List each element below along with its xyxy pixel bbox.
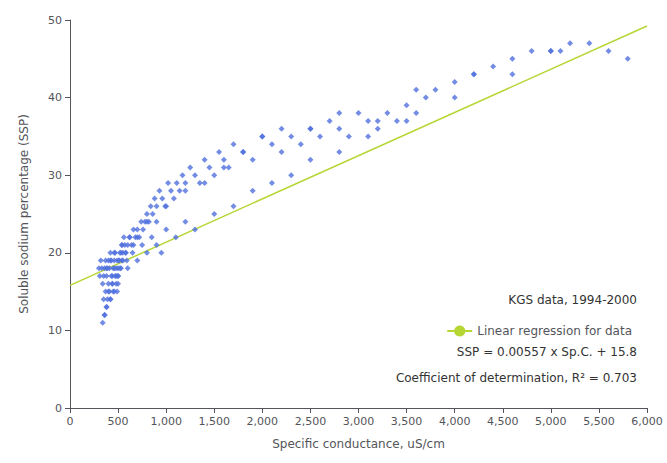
svg-text:4,000: 4,000 <box>439 415 471 428</box>
svg-text:20: 20 <box>48 246 62 259</box>
svg-text:Coefficient of determination,: Coefficient of determination, R² = 0.703 <box>396 371 637 385</box>
svg-text:Specific conductance, uS/cm: Specific conductance, uS/cm <box>272 437 445 451</box>
svg-text:1,500: 1,500 <box>199 415 231 428</box>
svg-text:2,500: 2,500 <box>295 415 327 428</box>
svg-text:3,500: 3,500 <box>391 415 423 428</box>
svg-text:SSP = 0.00557 x Sp.C. + 15.8: SSP = 0.00557 x Sp.C. + 15.8 <box>457 345 637 359</box>
svg-text:40: 40 <box>48 91 62 104</box>
svg-text:0: 0 <box>55 402 62 415</box>
svg-text:4,500: 4,500 <box>487 415 519 428</box>
svg-text:30: 30 <box>48 169 62 182</box>
svg-text:3,000: 3,000 <box>343 415 375 428</box>
svg-text:50: 50 <box>48 14 62 27</box>
svg-text:Linear regression for data: Linear regression for data <box>477 324 632 338</box>
svg-text:10: 10 <box>48 324 62 337</box>
svg-text:0: 0 <box>67 415 74 428</box>
svg-text:Soluble sodium percentage (SSP: Soluble sodium percentage (SSP) <box>17 114 31 314</box>
svg-text:KGS data, 1994-2000: KGS data, 1994-2000 <box>508 293 637 307</box>
svg-text:5,500: 5,500 <box>583 415 615 428</box>
svg-text:1,000: 1,000 <box>150 415 182 428</box>
svg-text:500: 500 <box>108 415 129 428</box>
svg-text:2,000: 2,000 <box>247 415 279 428</box>
svg-text:5,000: 5,000 <box>535 415 567 428</box>
svg-text:6,000: 6,000 <box>631 415 663 428</box>
